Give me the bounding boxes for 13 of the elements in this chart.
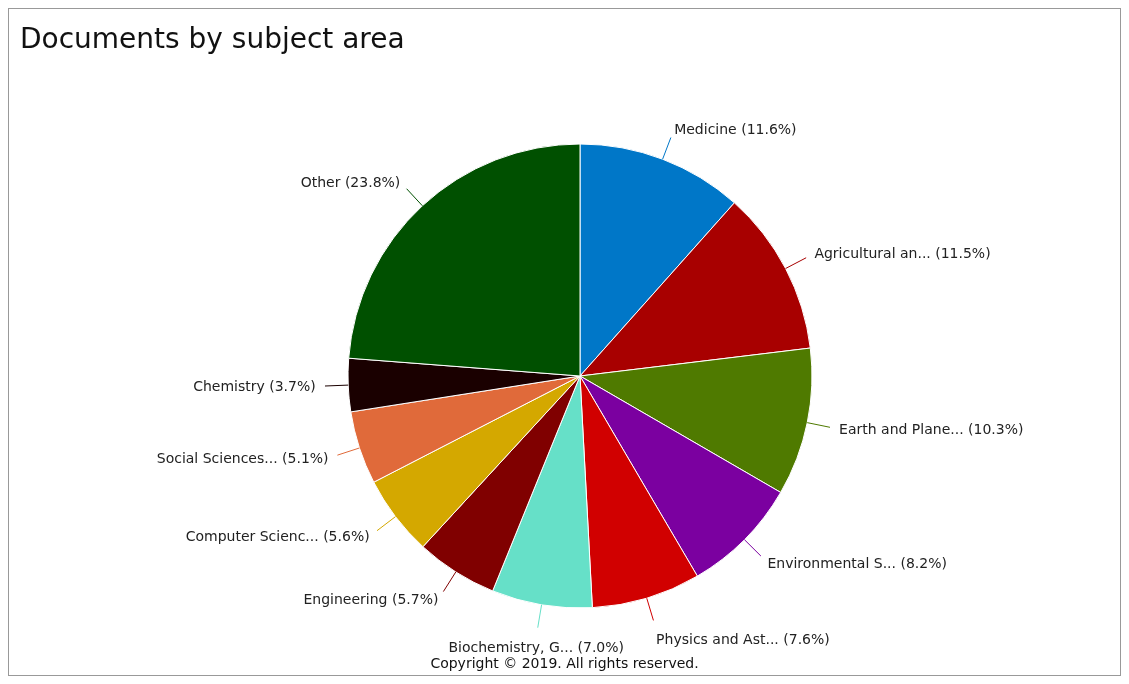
slice-label: Physics and Ast... (7.6%) xyxy=(656,631,830,648)
slice-label: Engineering (5.7%) xyxy=(303,591,439,608)
slice-label: Agricultural an... (11.5%) xyxy=(814,245,991,262)
slice-label: Social Sciences... (5.1%) xyxy=(156,450,329,467)
slice-label: Environmental S... (8.2%) xyxy=(767,554,947,571)
slice-label: Computer Scienc... (5.6%) xyxy=(185,528,370,545)
text: Copyright © 2019. All rights reserved. xyxy=(430,655,699,671)
slice-label: Earth and Plane... (10.3%) xyxy=(839,421,1024,438)
slice-label: Medicine (11.6%) xyxy=(674,120,797,137)
slice-label: Chemistry (3.7%) xyxy=(193,378,316,395)
slice-label: Other (23.8%) xyxy=(300,173,401,190)
slice-label: Biochemistry, G... (7.0%) xyxy=(448,638,625,655)
chart-title: Documents by subject area xyxy=(20,22,405,55)
